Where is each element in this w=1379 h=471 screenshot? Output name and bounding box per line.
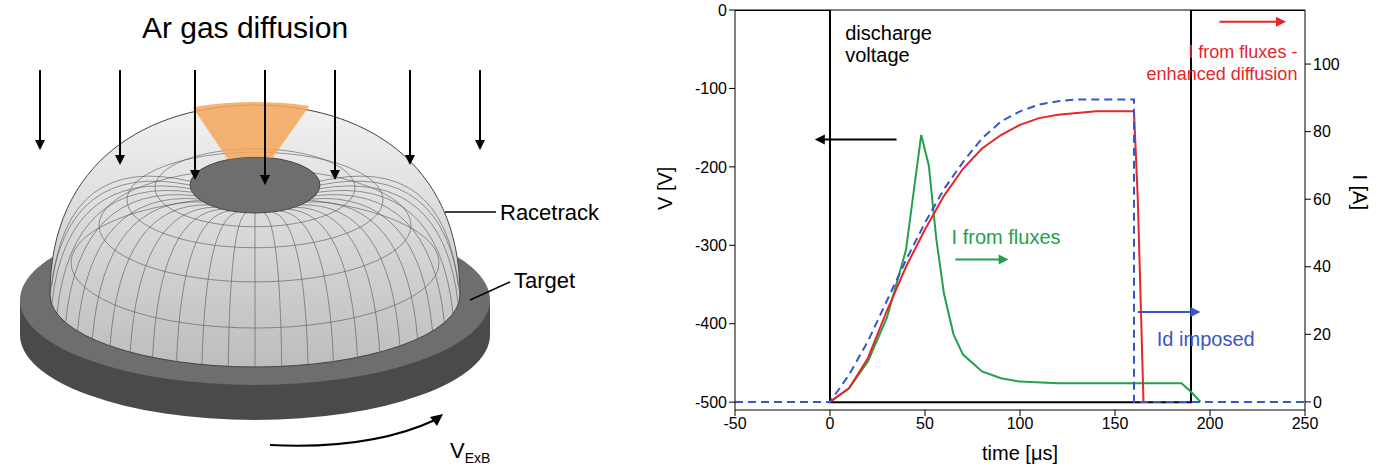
svg-text:Racetrack: Racetrack — [500, 200, 600, 225]
svg-text:VExB: VExB — [450, 438, 490, 466]
svg-text:-400: -400 — [695, 315, 727, 332]
svg-text:60: 60 — [1313, 191, 1331, 208]
svg-text:0: 0 — [826, 415, 835, 432]
svg-text:-300: -300 — [695, 237, 727, 254]
svg-text:-50: -50 — [723, 415, 746, 432]
svg-text:40: 40 — [1313, 258, 1331, 275]
html-text:I from fluxes: I from fluxes — [951, 225, 1061, 248]
svg-text:0: 0 — [718, 2, 727, 19]
svg-text:-200: -200 — [695, 159, 727, 176]
svg-text:100: 100 — [1313, 56, 1340, 73]
svg-text:I [A]: I [A] — [1349, 174, 1370, 210]
html-text:I from fluxes - enhanced diffu: I from fluxes - enhanced diffusion — [1146, 42, 1298, 85]
svg-text:time [μs]: time [μs] — [982, 442, 1058, 464]
svg-text:V [V]: V [V] — [654, 167, 676, 210]
html-text:Id imposed: Id imposed — [1156, 327, 1255, 350]
svg-text:Target: Target — [514, 268, 575, 293]
html-text:discharge voltage: discharge voltage — [845, 21, 932, 66]
svg-text:0: 0 — [1313, 394, 1322, 411]
svg-text:-500: -500 — [695, 394, 727, 411]
svg-text:100: 100 — [1007, 415, 1034, 432]
svg-text:80: 80 — [1313, 123, 1331, 140]
svg-text:250: 250 — [1292, 415, 1319, 432]
svg-text:150: 150 — [1102, 415, 1129, 432]
svg-text:200: 200 — [1197, 415, 1224, 432]
svg-text:20: 20 — [1313, 326, 1331, 343]
svg-text:50: 50 — [916, 415, 934, 432]
svg-text:-100: -100 — [695, 80, 727, 97]
svg-text:Ar gas diffusion: Ar gas diffusion — [142, 11, 348, 44]
